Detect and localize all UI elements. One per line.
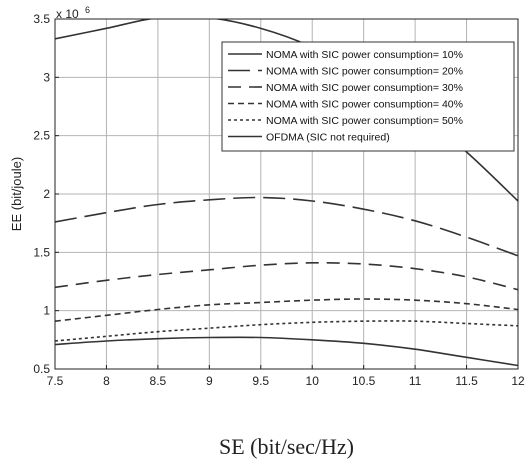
x-tick-label: 7.5 bbox=[47, 374, 64, 388]
legend-entry: NOMA with SIC power consumption= 50% bbox=[266, 115, 463, 127]
series-line-5 bbox=[55, 320, 518, 342]
x-tick-label: 9.5 bbox=[252, 374, 269, 388]
legend: NOMA with SIC power consumption= 10% NOMA… bbox=[221, 41, 515, 152]
y-tick-label: 2.5 bbox=[33, 129, 50, 143]
x-tick-label: 8.5 bbox=[150, 374, 167, 388]
legend-entry: NOMA with SIC power consumption= 30% bbox=[266, 82, 463, 94]
legend-entry: NOMA with SIC power consumption= 40% bbox=[266, 99, 463, 111]
x-tick-labels: 7.5 8 8.5 9 9.5 10 10.5 11 11.5 12 bbox=[47, 365, 525, 388]
legend-entry: OFDMA (SIC not required) bbox=[266, 132, 390, 144]
y-tick-label: 1 bbox=[43, 304, 50, 318]
series-line-6 bbox=[55, 336, 518, 367]
x-tick-label: 10.5 bbox=[352, 374, 376, 388]
y-axis-label: EE (bit/joule) bbox=[9, 157, 24, 231]
y-multiplier-label: x 10 bbox=[56, 7, 79, 21]
x-tick-label: 10 bbox=[306, 374, 320, 388]
x-tick-label: 11 bbox=[409, 374, 422, 388]
y-tick-label: 3.5 bbox=[33, 12, 50, 26]
x-axis-label: SE (bit/sec/Hz) bbox=[219, 434, 354, 459]
y-multiplier-exponent: 6 bbox=[85, 5, 90, 15]
x-tick-label: 12 bbox=[511, 374, 525, 388]
x-tick-label: 9 bbox=[206, 374, 213, 388]
series-line-4 bbox=[55, 298, 518, 322]
series-line-2 bbox=[55, 196, 518, 257]
y-tick-label: 3 bbox=[43, 70, 50, 84]
legend-entry: NOMA with SIC power consumption= 10% bbox=[266, 49, 463, 61]
y-tick-label: 1.5 bbox=[33, 245, 50, 259]
x-tick-label: 8 bbox=[103, 374, 110, 388]
x-tick-label: 11.5 bbox=[455, 374, 478, 388]
y-tick-labels: 0.5 1 1.5 2 2.5 3 3.5 bbox=[33, 12, 59, 376]
y-tick-label: 0.5 bbox=[33, 362, 50, 376]
series-line-3 bbox=[55, 261, 518, 291]
y-tick-label: 2 bbox=[43, 187, 50, 201]
legend-box bbox=[221, 41, 515, 152]
legend-entry: NOMA with SIC power consumption= 20% bbox=[266, 66, 463, 78]
